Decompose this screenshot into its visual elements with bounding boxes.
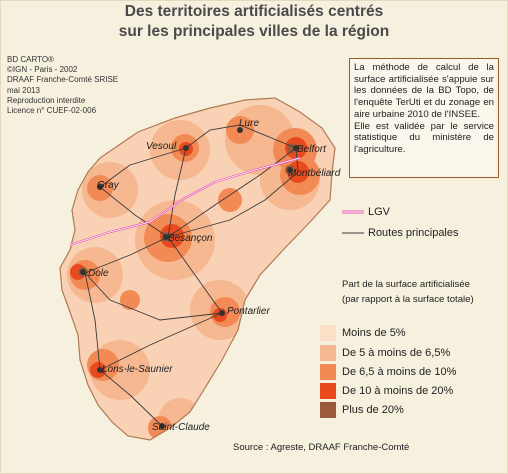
svg-text:Lons-le-Saunier: Lons-le-Saunier bbox=[102, 364, 173, 375]
legend-lgv: LGV bbox=[342, 206, 390, 218]
city-besancon: Besançon bbox=[163, 233, 213, 244]
legend-class-label: Moins de 5% bbox=[342, 327, 406, 339]
svg-text:Saint-Claude: Saint-Claude bbox=[152, 422, 210, 433]
svg-text:Vesoul: Vesoul bbox=[146, 141, 177, 152]
title-line-2: sur les principales villes de la région bbox=[118, 23, 390, 40]
lgv-symbol bbox=[342, 210, 364, 214]
legend-lgv-label: LGV bbox=[368, 206, 391, 218]
map-title: Des territoires artificialisés centrés s… bbox=[0, 2, 508, 42]
method-info-box: La méthode de calcul de la surface artif… bbox=[349, 58, 499, 178]
city-saint-claude: Saint-Claude bbox=[152, 422, 210, 433]
city-dole: Dole bbox=[80, 268, 109, 279]
credit-line: ©IGN - Paris - 2002 bbox=[7, 65, 78, 75]
cities: Vesoul Lure Belfort Montbéliard Gray Bes… bbox=[80, 118, 341, 433]
main-roads bbox=[84, 124, 299, 427]
svg-text:Belfort: Belfort bbox=[297, 144, 327, 155]
legend-class-3: De 6,5 à moins de 10% bbox=[320, 364, 456, 380]
legend-class-label: De 6,5 à moins de 10% bbox=[342, 366, 457, 378]
credit-line: DRAAF Franche-Comté SRISE bbox=[7, 75, 119, 85]
legend-class-label: Plus de 20% bbox=[342, 404, 404, 416]
legend-swatch bbox=[320, 325, 336, 341]
credit-line: BD CARTO® bbox=[7, 55, 54, 64]
credit-line: mai 2013 bbox=[7, 85, 40, 95]
info-paragraph-2: Elle est validée par le service statisti… bbox=[354, 120, 494, 155]
svg-text:Montbéliard: Montbéliard bbox=[288, 168, 341, 179]
credit-line: Licence n° CUEF-02-006 bbox=[7, 106, 97, 116]
legend-routes: Routes principales bbox=[342, 227, 459, 239]
legend-swatch bbox=[320, 345, 336, 361]
city-lure: Lure bbox=[237, 118, 259, 133]
legend-swatch bbox=[320, 402, 336, 418]
svg-text:Gray: Gray bbox=[97, 180, 120, 191]
title-line-1: Des territoires artificialisés centrés bbox=[124, 3, 384, 20]
legend-class-5: Plus de 20% bbox=[320, 402, 404, 418]
legend-title-line-1: Part de la surface artificialisée bbox=[342, 279, 470, 290]
legend-class-4: De 10 à moins de 20% bbox=[320, 383, 453, 399]
city-lons-le-saunier: Lons-le-Saunier bbox=[97, 364, 173, 375]
legend-routes-label: Routes principales bbox=[368, 227, 459, 239]
legend-class-1: Moins de 5% bbox=[320, 325, 406, 341]
legend-class-2: De 5 à moins de 6,5% bbox=[320, 345, 450, 361]
road-symbol bbox=[342, 232, 364, 234]
svg-text:Besançon: Besançon bbox=[168, 233, 213, 244]
svg-text:Pontarlier: Pontarlier bbox=[227, 306, 270, 317]
city-vesoul: Vesoul bbox=[146, 141, 189, 152]
legend-swatch bbox=[320, 364, 336, 380]
legend-title-line-2: (par rapport à la surface totale) bbox=[342, 294, 474, 305]
city-belfort: Belfort bbox=[293, 144, 327, 155]
source-note: Source : Agreste, DRAAF Franche-Comté bbox=[233, 442, 410, 453]
legend-swatch bbox=[320, 383, 336, 399]
legend-class-label: De 5 à moins de 6,5% bbox=[342, 347, 451, 359]
svg-text:Dole: Dole bbox=[88, 268, 109, 279]
city-gray: Gray bbox=[97, 180, 120, 191]
city-montbeliard: Montbéliard bbox=[287, 167, 341, 179]
credits: BD CARTO® ©IGN - Paris - 2002 DRAAF Fran… bbox=[7, 55, 118, 116]
city-pontarlier: Pontarlier bbox=[219, 306, 270, 317]
legend-class-label: De 10 à moins de 20% bbox=[342, 385, 454, 397]
info-paragraph-1: La méthode de calcul de la surface artif… bbox=[354, 62, 494, 120]
credit-line: Reproduction interdite bbox=[7, 95, 86, 105]
svg-text:Lure: Lure bbox=[239, 118, 259, 129]
legend-surface-title: Part de la surface artificialisée (par r… bbox=[342, 277, 474, 307]
